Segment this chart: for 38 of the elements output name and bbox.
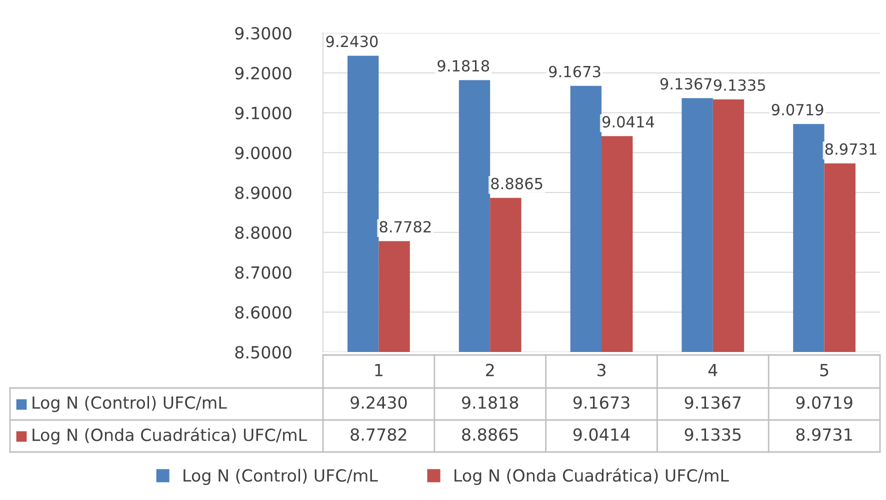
text: 9.2430 [326, 36, 378, 48]
text: 9.1367 [660, 78, 712, 90]
data-label: 9.1367 [684, 396, 741, 409]
data-label: 9.0719 [796, 396, 852, 409]
y-tick-label: 9.3000 [235, 26, 292, 40]
text: 9.1673 [549, 66, 600, 78]
y-tick-label: 8.6000 [235, 306, 292, 319]
text: 8.7782 [380, 220, 431, 233]
y-tick-label: 8.7000 [235, 266, 292, 279]
text: Log N (Control) UFC/mL [32, 396, 227, 412]
y-tick-label: 9.1000 [235, 106, 292, 120]
data-label: 8.8865 [462, 428, 518, 441]
text: 9.0414 [602, 116, 654, 128]
x-tick-label: 5 [820, 364, 828, 376]
x-tick-label: 1 [375, 364, 382, 376]
x-tick-label: 4 [708, 364, 718, 376]
data-label: 9.1335 [684, 428, 741, 441]
data-label: 8.9731 [796, 428, 852, 441]
data-label: 9.1818 [462, 396, 518, 409]
text: 9.0719 [772, 104, 824, 116]
data-label: 8.7782 [350, 428, 406, 441]
text: Log N (Onda Cuadrática) UFC/mL [32, 428, 307, 444]
text: 9.1818 [438, 60, 490, 72]
y-tick-label: 9.2000 [235, 66, 292, 80]
x-tick-label: 3 [597, 364, 606, 376]
y-tick-label: 8.8000 [235, 226, 292, 239]
data-label: 9.2430 [350, 396, 407, 409]
text: 8.8865 [491, 178, 542, 190]
y-tick-label: 8.9000 [235, 186, 292, 200]
x-tick-label: 2 [486, 364, 494, 376]
text: 8.9731 [825, 143, 876, 155]
y-tick-label: 8.5000 [235, 346, 292, 359]
text: 9.1335 [714, 79, 766, 91]
data-label: 9.1673 [573, 396, 630, 409]
legend-label: Log N (Control) UFC/mL [184, 468, 378, 485]
legend-label: Log N (Onda Cuadrática) UFC/mL [454, 468, 729, 485]
data-label: 9.0414 [573, 428, 630, 441]
y-tick-label: 9.0000 [235, 146, 292, 160]
